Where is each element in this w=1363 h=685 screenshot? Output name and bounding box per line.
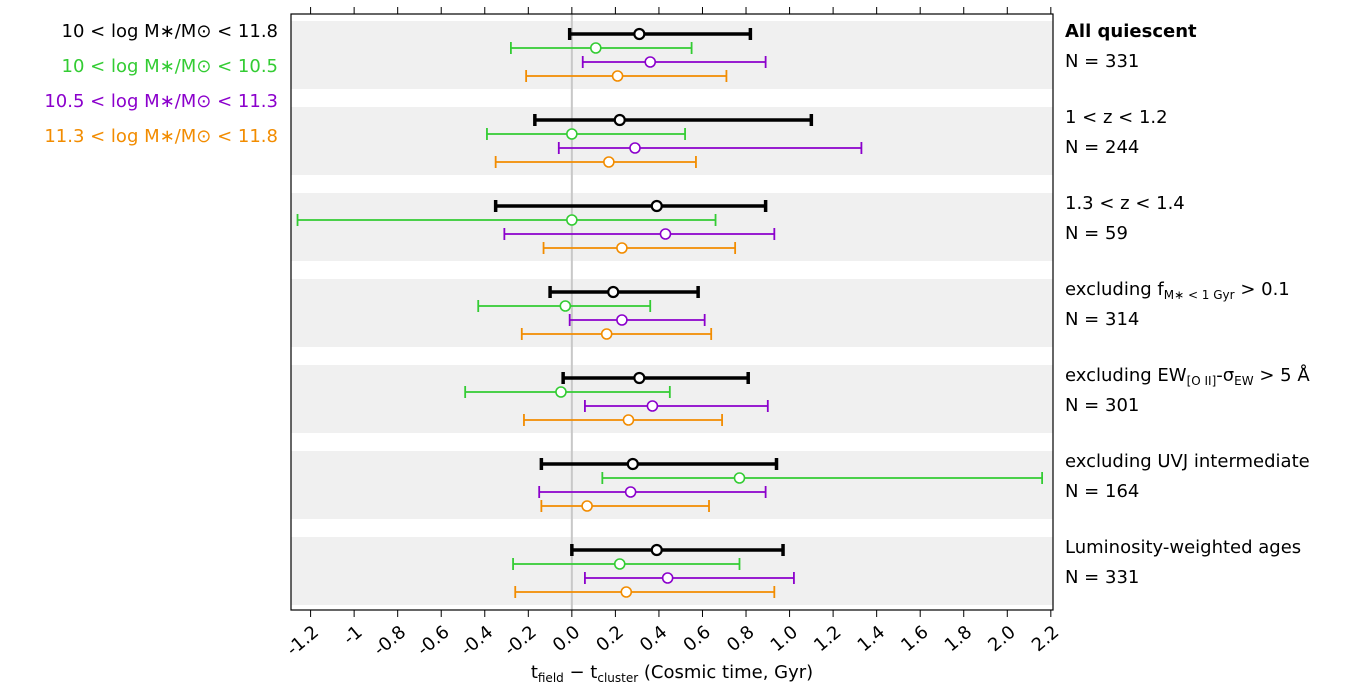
group-band — [291, 193, 1053, 261]
x-tick-label: -0.2 — [500, 622, 540, 661]
x-tick-label: 2.0 — [984, 622, 1019, 656]
point — [633, 371, 646, 385]
point — [566, 214, 578, 226]
group-label: excluding fM∗ < 1 Gyr > 0.1 — [1065, 279, 1290, 302]
x-tick-label: 1.4 — [854, 622, 889, 656]
x-tick-label: 1.8 — [941, 622, 976, 656]
group-count: N = 244 — [1065, 137, 1139, 158]
group-label-part: excluding UVJ intermediate — [1065, 451, 1310, 472]
point — [622, 414, 635, 426]
point — [603, 156, 615, 168]
point — [616, 314, 628, 326]
point — [566, 128, 578, 140]
legend-entry: 10.5 < log M∗/M⊙ < 11.3 — [44, 91, 278, 112]
group-label-part: excluding f — [1065, 279, 1164, 300]
point — [616, 242, 628, 254]
x-axis-label-part: cluster — [597, 671, 638, 685]
point — [559, 300, 572, 312]
point — [620, 586, 633, 598]
x-tick-label: 2.2 — [1028, 622, 1063, 656]
point — [555, 386, 567, 398]
point — [733, 472, 746, 484]
x-tick-label: 1.2 — [810, 622, 845, 656]
point — [644, 56, 657, 68]
group-label: 1.3 < z < 1.4 — [1065, 193, 1185, 214]
group-band — [291, 21, 1053, 89]
point — [633, 27, 646, 41]
x-tick-label: 1.0 — [767, 622, 802, 656]
group-band — [291, 107, 1053, 175]
group-label-part: EW — [1234, 374, 1254, 388]
point — [629, 142, 641, 154]
group-label-part: All quiescent — [1065, 21, 1197, 42]
group-label-part: [O II] — [1187, 374, 1217, 388]
group-label: Luminosity-weighted ages — [1065, 537, 1301, 558]
group-label-part: > 5 Å — [1254, 364, 1311, 386]
group-count: N = 331 — [1065, 567, 1139, 588]
group-label-part: > 0.1 — [1235, 279, 1290, 300]
x-tick-label: 0.6 — [679, 622, 714, 656]
group-label: All quiescent — [1065, 21, 1197, 42]
point — [607, 285, 620, 299]
group-label: excluding EW[O II]-σEW > 5 Å — [1065, 364, 1310, 388]
plot-frame — [290, 13, 1054, 611]
x-axis-label-part: (Cosmic time, Gyr) — [638, 662, 813, 683]
legend-entry: 10 < log M∗/M⊙ < 10.5 — [62, 56, 278, 77]
x-tick-label: -1.2 — [283, 622, 323, 661]
x-tick-label: -0.8 — [370, 622, 410, 661]
point — [589, 42, 602, 54]
point — [650, 199, 663, 213]
legend-entry: 10 < log M∗/M⊙ < 11.8 — [62, 21, 278, 42]
group-label-part: 1.3 < z < 1.4 — [1065, 193, 1185, 214]
point — [613, 558, 626, 570]
group-label: 1 < z < 1.2 — [1065, 107, 1168, 128]
point — [661, 572, 674, 584]
group-band — [291, 279, 1053, 347]
point — [646, 400, 659, 412]
point — [611, 70, 624, 82]
point — [624, 486, 637, 498]
group-label-part: excluding EW — [1065, 365, 1187, 386]
group-count: N = 301 — [1065, 395, 1139, 416]
point — [613, 113, 626, 127]
x-tick-label: 1.6 — [897, 622, 932, 656]
x-axis-label-part: t — [531, 662, 538, 683]
x-tick-label: -1 — [339, 622, 366, 650]
group-label-part: 1 < z < 1.2 — [1065, 107, 1168, 128]
x-axis-label-part: field — [538, 671, 564, 685]
x-axis-label-part: − t — [564, 662, 598, 683]
group-band — [291, 365, 1053, 433]
group-label-part: M∗ < 1 Gyr — [1164, 288, 1235, 302]
point — [581, 500, 593, 512]
x-tick-label: -0.4 — [457, 622, 497, 661]
x-tick-label: 0.8 — [723, 622, 758, 656]
point — [600, 328, 613, 340]
group-count: N = 59 — [1065, 223, 1128, 244]
x-axis-label: tfield − tcluster (Cosmic time, Gyr) — [531, 662, 813, 685]
group-band — [291, 451, 1053, 519]
group-label-part: Luminosity-weighted ages — [1065, 537, 1301, 558]
point — [626, 457, 639, 471]
group-count: N = 331 — [1065, 51, 1139, 72]
x-tick-label: 0.4 — [636, 622, 671, 656]
x-tick-label: 0.0 — [549, 622, 584, 656]
x-tick-label: -0.6 — [413, 622, 453, 661]
point — [659, 228, 672, 240]
group-band — [291, 537, 1053, 605]
group-label-part: -σ — [1216, 365, 1234, 386]
group-count: N = 164 — [1065, 481, 1139, 502]
x-tick-label: 0.2 — [592, 622, 627, 656]
legend-entry: 11.3 < log M∗/M⊙ < 11.8 — [44, 126, 278, 147]
point — [650, 543, 663, 557]
group-label: excluding UVJ intermediate — [1065, 451, 1310, 472]
group-count: N = 314 — [1065, 309, 1139, 330]
